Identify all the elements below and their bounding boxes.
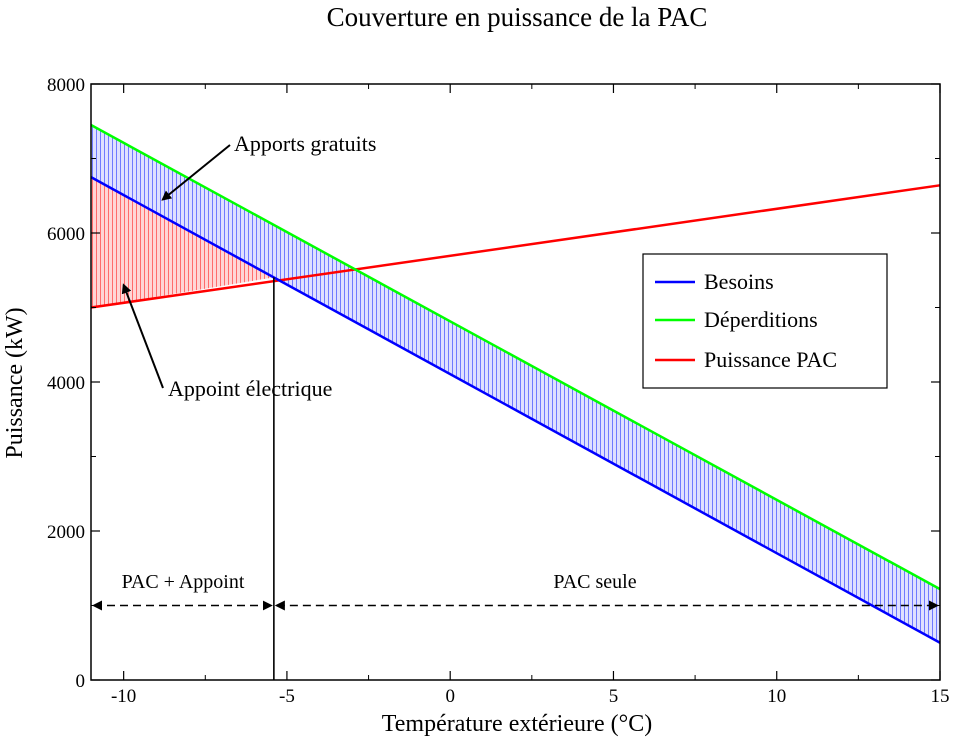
range-label-pac-appoint: PAC + Appoint bbox=[122, 571, 245, 593]
x-tick-label: 0 bbox=[445, 686, 455, 707]
guides bbox=[92, 277, 939, 680]
annotation-appoint-electrique: Appoint électrique bbox=[168, 376, 332, 401]
y-tick-label: 0 bbox=[76, 671, 86, 692]
annotation-apports-gratuits: Apports gratuits bbox=[234, 131, 376, 156]
axis-ticks: -10 -5 0 5 10 15 0 2000 4000 6000 8000 bbox=[47, 75, 950, 707]
chart-title: Couverture en puissance de la PAC bbox=[327, 2, 708, 32]
y-tick-label: 4000 bbox=[47, 373, 85, 394]
annotation-arrow-apports-gratuits bbox=[161, 144, 231, 201]
x-tick-label: 15 bbox=[931, 686, 950, 707]
legend: Besoins Déperditions Puissance PAC bbox=[642, 253, 888, 389]
legend-label-besoins: Besoins bbox=[704, 269, 774, 294]
y-tick-label: 8000 bbox=[47, 75, 85, 96]
y-tick-label: 6000 bbox=[47, 224, 85, 245]
x-tick-label: 5 bbox=[609, 686, 619, 707]
x-tick-label: -5 bbox=[279, 686, 295, 707]
x-axis-label: Température extérieure (°C) bbox=[382, 711, 652, 737]
x-tick-label: 10 bbox=[767, 686, 786, 707]
x-tick-label: -10 bbox=[111, 686, 136, 707]
y-axis-label: Puissance (kW) bbox=[2, 307, 28, 458]
fill-appoint-electrique bbox=[91, 177, 274, 308]
series-line-besoins bbox=[90, 176, 941, 644]
series-line-puissance-pac bbox=[90, 184, 941, 309]
legend-label-deperditions: Déperditions bbox=[704, 307, 818, 332]
series-lines bbox=[90, 123, 941, 644]
range-label-pac-seule: PAC seule bbox=[553, 571, 636, 593]
series-line-deperditions bbox=[90, 123, 941, 591]
legend-label-puissance-pac: Puissance PAC bbox=[704, 347, 837, 372]
fill-apports-gratuits bbox=[91, 124, 940, 643]
y-tick-label: 2000 bbox=[47, 522, 85, 543]
annotations: Apports gratuits Appoint électrique PAC … bbox=[122, 131, 637, 593]
fill-regions bbox=[91, 124, 940, 643]
annotation-arrow-appoint-electrique bbox=[121, 283, 164, 389]
